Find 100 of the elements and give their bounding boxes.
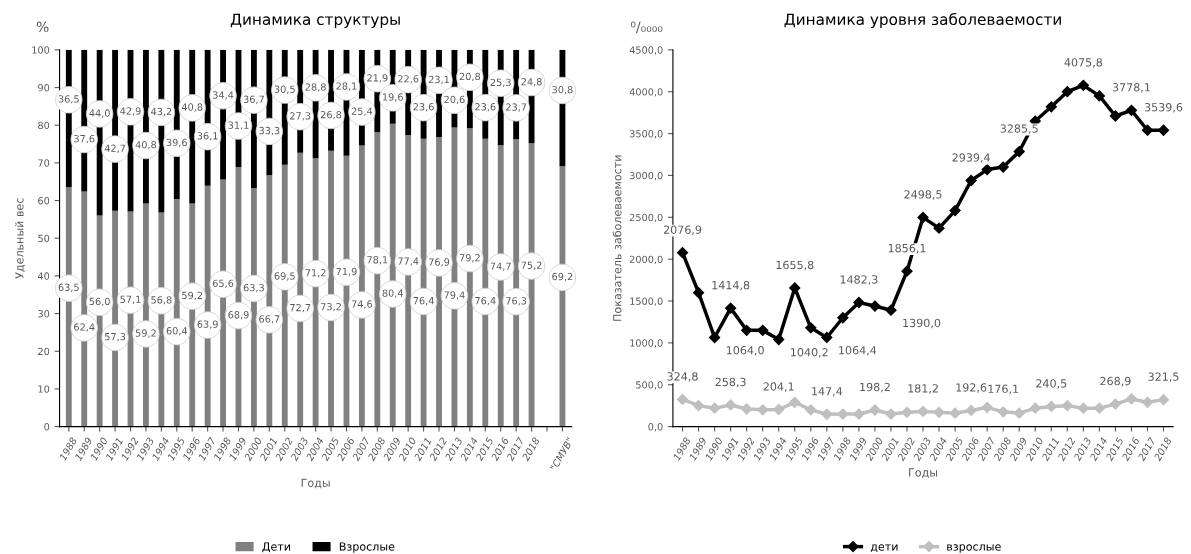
- point: [1029, 402, 1041, 414]
- data-label: 321,5: [1148, 372, 1179, 382]
- data-label: 77,4: [398, 257, 419, 266]
- data-label: 36,5: [58, 95, 79, 104]
- data-label: 3778,1: [1112, 83, 1150, 93]
- point: [757, 324, 769, 336]
- y-axis-title: Показатель заболеваемости: [612, 155, 622, 321]
- point: [725, 399, 737, 411]
- y-tick-label: 10: [38, 385, 50, 393]
- data-label: 181,2: [908, 384, 938, 394]
- data-label: 2939,4: [952, 153, 990, 163]
- y-tick-label: 100: [32, 46, 50, 54]
- point: [981, 163, 993, 176]
- y-tick-label: 0: [44, 423, 50, 431]
- point: [885, 304, 897, 316]
- data-label: 147,4: [812, 387, 843, 397]
- data-label: 62,4: [74, 323, 95, 332]
- point: [773, 333, 785, 346]
- point: [1125, 393, 1138, 405]
- point: [949, 407, 961, 419]
- data-label: 25,3: [490, 78, 511, 88]
- point: [676, 247, 689, 259]
- y-tick-label: 1500,0: [630, 297, 663, 306]
- data-label: 324,8: [667, 372, 698, 382]
- data-label: 30,5: [274, 85, 295, 94]
- data-label: 75,2: [521, 261, 542, 270]
- legend-label: Дети: [262, 542, 290, 553]
- y-axis-title: Удельный вес: [15, 198, 25, 279]
- y-tick-label: 3500,0: [629, 130, 663, 139]
- data-label: 23,1: [428, 75, 449, 85]
- y-tick-label: 0,0: [648, 423, 663, 432]
- data-label: 204,1: [763, 382, 794, 392]
- point: [901, 265, 913, 277]
- point: [1141, 396, 1154, 408]
- y-tick-label: 80: [38, 121, 50, 130]
- data-label: 79,2: [459, 254, 480, 263]
- data-label: 28,8: [305, 83, 326, 92]
- point: [805, 404, 817, 416]
- data-label: 24,8: [521, 78, 542, 87]
- data-label: 2076,9: [663, 225, 702, 236]
- y-tick-label: 4500,0: [629, 46, 663, 55]
- legend-label: взрослые: [947, 544, 1001, 553]
- y-tick-label: 30: [38, 310, 50, 318]
- data-label: 1064,0: [726, 346, 764, 356]
- data-label: 21,9: [367, 74, 388, 83]
- data-label: 76,4: [413, 296, 434, 306]
- data-label: 3285,5: [1000, 124, 1038, 134]
- data-label: 240,5: [1036, 379, 1067, 389]
- point: [1013, 407, 1025, 419]
- point: [789, 396, 801, 408]
- x-axis-title: Годы: [909, 468, 938, 478]
- point: [901, 406, 913, 418]
- data-label: 23,6: [475, 103, 496, 112]
- data-label: 76,4: [475, 296, 496, 306]
- point: [1157, 394, 1170, 406]
- point: [692, 287, 705, 299]
- point: [869, 300, 881, 312]
- data-label: 1040,2: [791, 348, 828, 358]
- chart-title: Динамика структуры: [230, 13, 400, 29]
- point: [917, 211, 929, 224]
- data-label: 4075,8: [1064, 58, 1103, 68]
- point: [1125, 104, 1138, 116]
- data-label: 76,3: [506, 297, 527, 306]
- y-tick-label: 40: [37, 272, 50, 280]
- data-label: 37,6: [74, 134, 95, 144]
- point: [853, 408, 865, 420]
- data-label: 68,9: [228, 311, 249, 320]
- point: [1077, 79, 1089, 91]
- data-label: 1482,3: [840, 275, 878, 285]
- chart-title: Динамика уровня заболеваемости: [784, 12, 1061, 29]
- data-label: 23,6: [413, 103, 434, 112]
- data-label: 176,1: [988, 384, 1019, 395]
- legend-label: дети: [870, 544, 898, 553]
- data-label: 56,8: [151, 296, 172, 305]
- data-label: 74,7: [490, 262, 511, 271]
- point: [1061, 86, 1073, 98]
- point: [965, 174, 977, 187]
- data-label: 40,8: [181, 103, 203, 112]
- data-label: 42,7: [104, 144, 126, 153]
- data-label: 1390,0: [903, 318, 941, 329]
- point: [1077, 402, 1089, 414]
- point: [1045, 101, 1057, 113]
- legend-label: Взрослые: [339, 542, 395, 553]
- data-label: 1414,8: [712, 280, 750, 291]
- data-label: 63,3: [243, 283, 264, 293]
- data-label: 22,6: [398, 75, 419, 84]
- point: [997, 406, 1009, 418]
- data-label: 69,5: [274, 272, 295, 281]
- data-label: 56,0: [89, 297, 110, 307]
- data-label: 60,4: [166, 327, 188, 336]
- point: [708, 402, 721, 414]
- y-tick-label: 500,0: [636, 381, 663, 390]
- data-label: 43,2: [151, 107, 172, 117]
- point: [1109, 398, 1122, 410]
- y-tick-label: 50: [38, 234, 50, 243]
- point: [965, 404, 977, 417]
- point: [676, 393, 689, 405]
- data-label: 27,3: [290, 112, 311, 121]
- x-axis-title: Годы: [301, 478, 330, 489]
- data-label: 71,9: [336, 267, 357, 277]
